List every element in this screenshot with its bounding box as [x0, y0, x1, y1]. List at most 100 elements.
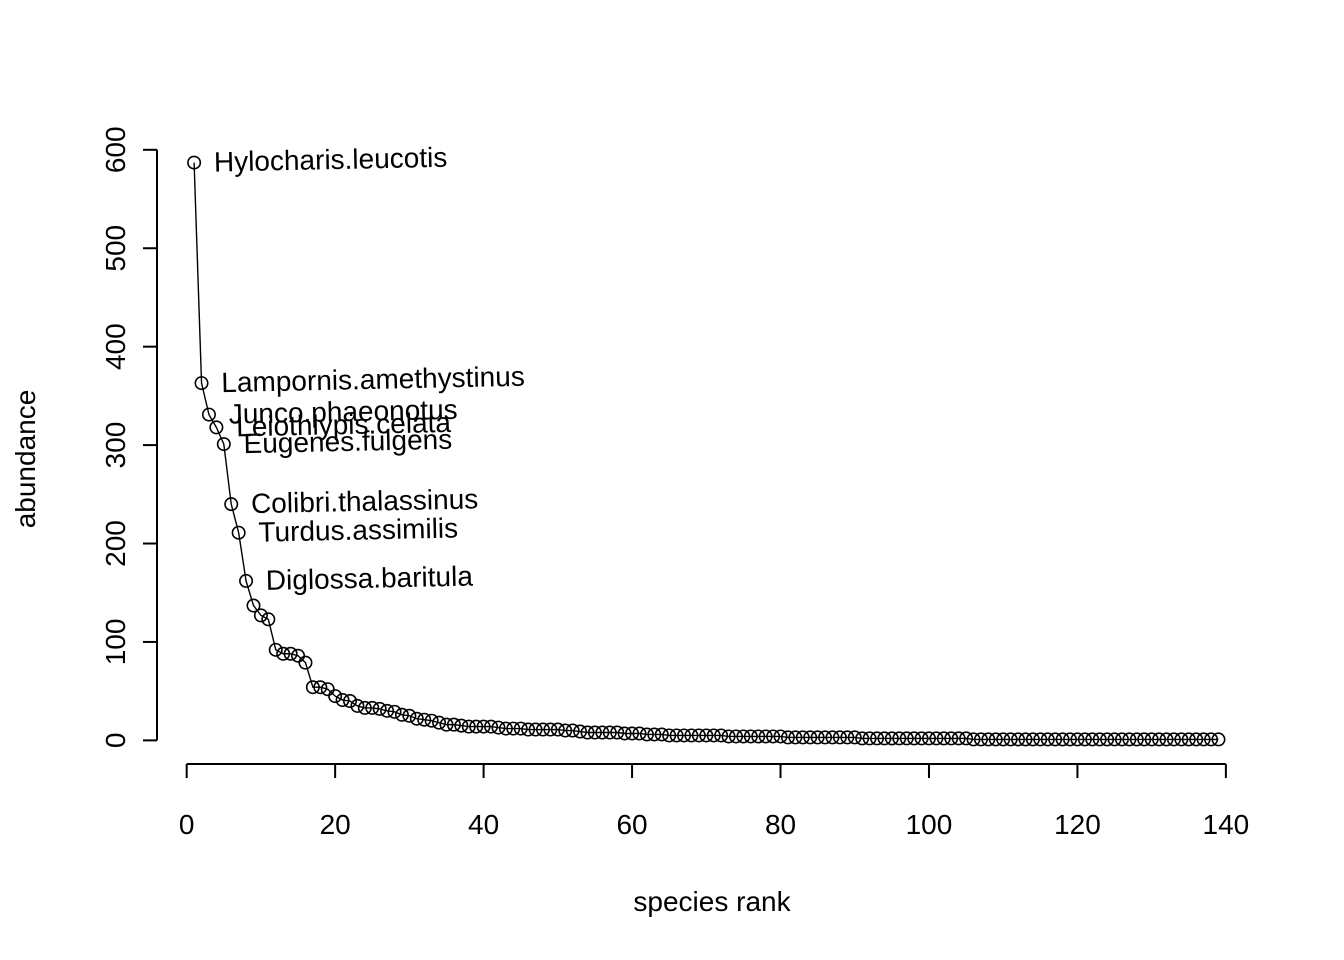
species-label: Diglossa.baritula — [266, 561, 474, 596]
data-point — [981, 732, 996, 747]
data-point — [780, 730, 795, 745]
data-point — [996, 732, 1011, 747]
data-point — [899, 731, 914, 746]
data-point — [253, 608, 268, 623]
data-point — [721, 729, 736, 744]
data-point — [1107, 732, 1122, 747]
data-point — [714, 728, 729, 743]
data-point — [632, 726, 647, 741]
data-point — [409, 711, 424, 726]
data-point — [610, 725, 625, 740]
species-label: Lampornis.amethystinus — [221, 361, 525, 398]
x-tick-label: 0 — [179, 809, 195, 840]
data-point — [1085, 732, 1100, 747]
data-point — [380, 703, 395, 718]
data-point — [921, 731, 936, 746]
data-point — [521, 722, 536, 737]
data-point — [394, 707, 409, 722]
data-point — [803, 730, 818, 745]
data-point — [187, 155, 202, 170]
data-point — [565, 723, 580, 738]
data-point — [1025, 732, 1040, 747]
data-point — [795, 730, 810, 745]
data-point — [1159, 732, 1174, 747]
data-point — [239, 573, 254, 588]
y-axis-title: abundance — [10, 390, 41, 529]
data-point — [1137, 732, 1152, 747]
data-point — [216, 437, 231, 452]
data-point — [1063, 732, 1078, 747]
data-point — [513, 721, 528, 736]
data-point — [855, 731, 870, 746]
data-point — [587, 725, 602, 740]
x-tick-label: 100 — [906, 809, 953, 840]
data-point — [328, 689, 343, 704]
data-point — [1070, 732, 1085, 747]
data-point — [209, 420, 224, 435]
data-point — [1196, 732, 1211, 747]
data-point — [959, 731, 974, 746]
data-point — [476, 719, 491, 734]
data-point — [543, 722, 558, 737]
data-point — [914, 731, 929, 746]
data-point — [758, 729, 773, 744]
data-point — [699, 728, 714, 743]
data-point — [847, 730, 862, 745]
data-point — [884, 731, 899, 746]
data-point — [283, 646, 298, 661]
data-point — [751, 729, 766, 744]
data-point — [951, 731, 966, 746]
y-tick-label: 600 — [100, 126, 131, 173]
data-point — [907, 731, 922, 746]
data-point — [424, 713, 439, 728]
data-point — [1100, 732, 1115, 747]
data-point — [469, 719, 484, 734]
data-point — [298, 655, 313, 670]
species-label: Hylocharis.leucotis — [214, 142, 448, 178]
data-point — [1174, 732, 1189, 747]
data-point — [647, 727, 662, 742]
x-tick-label: 60 — [616, 809, 647, 840]
data-point — [432, 715, 447, 730]
data-point — [669, 728, 684, 743]
data-point — [936, 731, 951, 746]
species-label: Leiothlypis.celata — [236, 407, 452, 443]
x-axis-title: species rank — [633, 886, 791, 917]
data-point — [558, 723, 573, 738]
data-point — [313, 680, 328, 695]
data-point — [1211, 732, 1226, 747]
data-point — [728, 729, 743, 744]
data-point — [1144, 732, 1159, 747]
data-point — [365, 700, 380, 715]
data-point — [1011, 732, 1026, 747]
data-point — [498, 721, 513, 736]
data-point — [929, 731, 944, 746]
data-point — [818, 730, 833, 745]
data-point — [944, 731, 959, 746]
species-label: Colibri.thalassinus — [251, 483, 479, 519]
data-point — [550, 722, 565, 737]
data-point — [639, 727, 654, 742]
y-axis-ticks: 0 100 200 300 400 500 600 — [100, 126, 157, 748]
data-point — [840, 730, 855, 745]
axes: 0 20 40 60 80 100 120 140 0 100 200 300 400 500 600 — [100, 126, 1249, 840]
data-point — [743, 729, 758, 744]
data-point — [988, 732, 1003, 747]
data-point — [862, 731, 877, 746]
x-tick-label: 40 — [468, 809, 499, 840]
data-point — [357, 700, 372, 715]
data-point — [617, 726, 632, 741]
data-point — [580, 725, 595, 740]
data-point — [736, 729, 751, 744]
data-point — [1166, 732, 1181, 747]
data-point — [1152, 732, 1167, 747]
data-point — [1040, 732, 1055, 747]
x-tick-label: 120 — [1054, 809, 1101, 840]
data-point — [1114, 732, 1129, 747]
data-point — [1055, 732, 1070, 747]
species-labels: Hylocharis.leucotis Lampornis.amethystinu… — [214, 142, 525, 596]
data-point — [706, 728, 721, 743]
data-point — [788, 730, 803, 745]
data-points — [187, 155, 1226, 747]
